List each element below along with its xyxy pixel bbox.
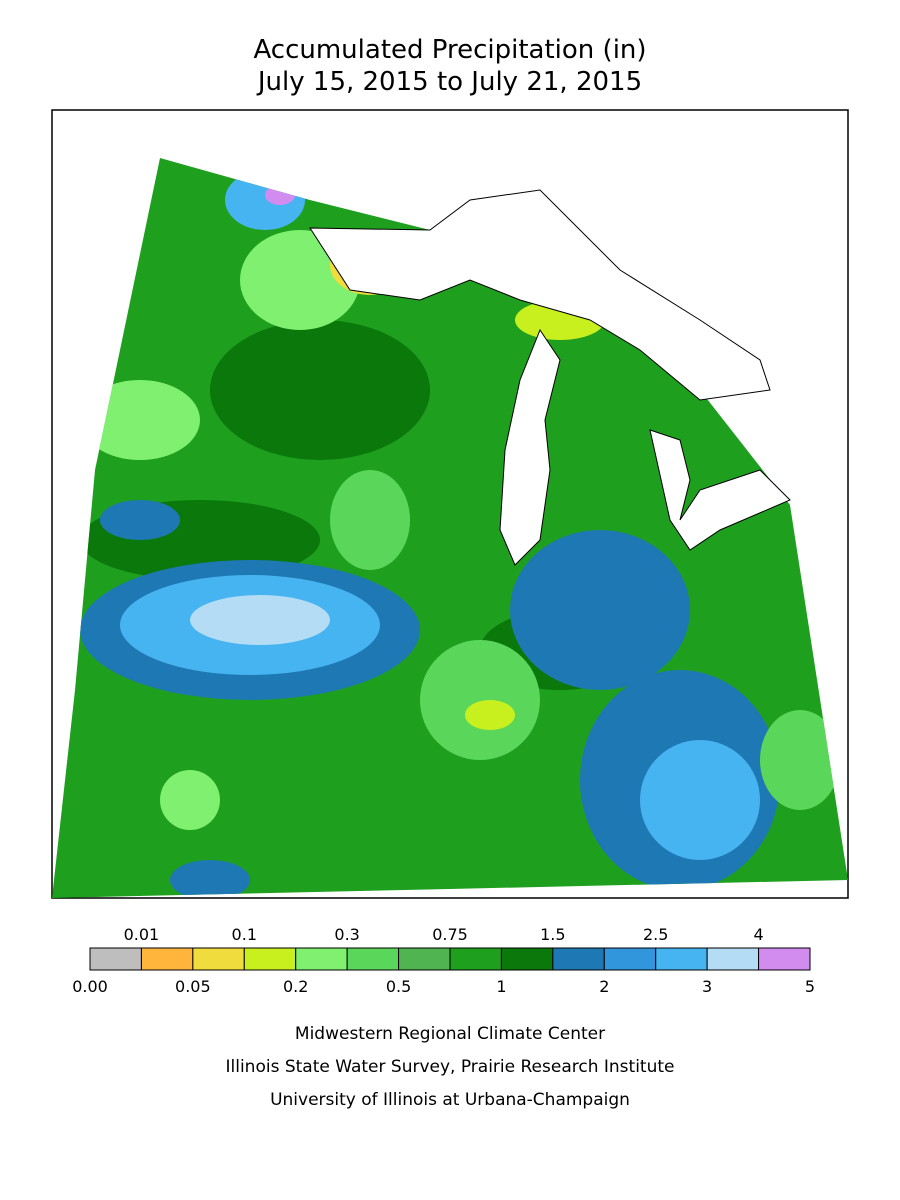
credits: Midwestern Regional Climate Center Illino…: [226, 1024, 675, 1110]
legend-label: 4: [753, 925, 763, 944]
legend-label: 0.1: [232, 925, 257, 944]
legend-label: 5: [805, 977, 815, 996]
legend-swatch: [140, 947, 194, 971]
legend-label: 0.75: [432, 925, 468, 944]
legend-label: 2: [599, 977, 609, 996]
legend-swatch: [398, 947, 451, 971]
legend-swatch: [449, 947, 502, 971]
legend-swatch: [192, 947, 245, 971]
legend-label: 0.01: [124, 925, 160, 944]
legend-label: 2.5: [643, 925, 668, 944]
legend-swatch: [655, 947, 708, 971]
credit-line: Illinois State Water Survey, Prairie Res…: [226, 1057, 675, 1077]
legend-swatch: [552, 947, 605, 971]
legend-swatch: [89, 947, 142, 971]
credit-line: University of Illinois at Urbana-Champai…: [270, 1090, 630, 1110]
legend-swatch: [758, 947, 811, 971]
credit-line: Midwestern Regional Climate Center: [295, 1024, 605, 1044]
legend-label: 0.2: [283, 977, 308, 996]
legend-swatch: [500, 947, 554, 971]
legend-label: 1: [496, 977, 506, 996]
legend-label: 1.5: [540, 925, 565, 944]
legend: 0.00 0.01 0.05 0.1 0.2 0.3 0.5 0.75 1 1.5 2 2.5 3 4 5: [72, 925, 815, 996]
legend-swatch: [706, 947, 760, 971]
legend-label: 0.3: [334, 925, 359, 944]
legend-label: 0.5: [386, 977, 411, 996]
legend-label: 0.00: [72, 977, 108, 996]
legend-swatch: [603, 947, 657, 971]
legend-label: 3: [702, 977, 712, 996]
legend-swatch: [243, 947, 297, 971]
lakes: [309, 189, 791, 566]
title: Accumulated Precipitation (in): [253, 35, 646, 65]
legend-swatch: [346, 947, 400, 971]
subtitle: July 15, 2015 to July 21, 2015: [256, 67, 642, 97]
legend-label: 0.05: [175, 977, 211, 996]
legend-swatch: [295, 947, 348, 971]
